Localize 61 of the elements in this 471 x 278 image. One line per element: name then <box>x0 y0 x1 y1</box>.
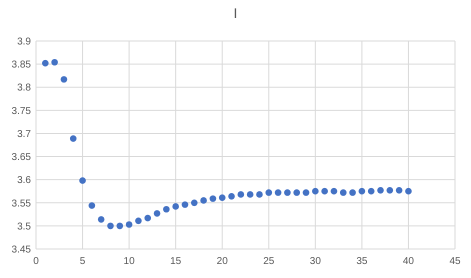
x-tick-label: 0 <box>33 256 40 267</box>
x-tick-label: 25 <box>263 256 275 267</box>
point <box>51 58 58 66</box>
x-tick-label: 30 <box>310 256 322 267</box>
y-tick-label: 3.65 <box>12 152 32 164</box>
point <box>182 201 188 208</box>
y-tick-label: 3.45 <box>12 244 32 256</box>
point <box>386 187 394 194</box>
point <box>312 188 319 195</box>
y-tick-label: 3.75 <box>12 106 32 117</box>
x-tick-label: 20 <box>216 256 228 267</box>
x-tick-label: 15 <box>170 256 182 267</box>
point <box>293 189 300 196</box>
point <box>98 216 104 223</box>
point <box>200 197 207 204</box>
x-tick-label: 5 <box>80 256 86 267</box>
point <box>126 221 132 228</box>
point <box>330 188 338 195</box>
point <box>246 191 254 198</box>
point <box>163 206 170 213</box>
point <box>274 189 282 196</box>
x-tick-label: 45 <box>449 256 461 267</box>
y-tick-label: 3.85 <box>12 60 32 71</box>
point <box>70 135 77 142</box>
point <box>42 60 49 66</box>
y-tick-label: 3.8 <box>17 82 32 94</box>
point <box>284 189 291 196</box>
x-tick-label: 35 <box>356 256 368 267</box>
x-tick-label: 10 <box>124 256 136 267</box>
y-tick-label: 3.9 <box>17 36 32 48</box>
point <box>405 188 412 195</box>
point <box>144 214 152 222</box>
point <box>368 188 374 195</box>
point <box>349 189 356 196</box>
point <box>79 177 86 184</box>
point <box>302 189 310 196</box>
point <box>116 222 124 230</box>
x-tick-label: 40 <box>402 256 414 267</box>
point <box>60 76 68 83</box>
point <box>340 189 347 196</box>
point <box>396 187 402 194</box>
point <box>228 193 235 200</box>
point <box>107 222 114 230</box>
chart-title: I <box>234 5 238 21</box>
point <box>88 202 96 209</box>
point <box>210 195 216 202</box>
point <box>172 203 179 210</box>
point <box>154 210 160 217</box>
point <box>265 189 272 196</box>
y-tick-label: 3.6 <box>17 175 32 186</box>
y-tick-label: 3.55 <box>12 198 32 210</box>
point <box>238 191 244 198</box>
point <box>135 218 142 224</box>
point <box>321 188 328 195</box>
point <box>218 194 226 201</box>
point <box>256 191 263 198</box>
y-tick-label: 3.7 <box>17 128 32 140</box>
y-tick-label: 3.5 <box>17 221 32 232</box>
point <box>377 187 384 194</box>
point <box>190 199 198 206</box>
point <box>358 188 366 195</box>
